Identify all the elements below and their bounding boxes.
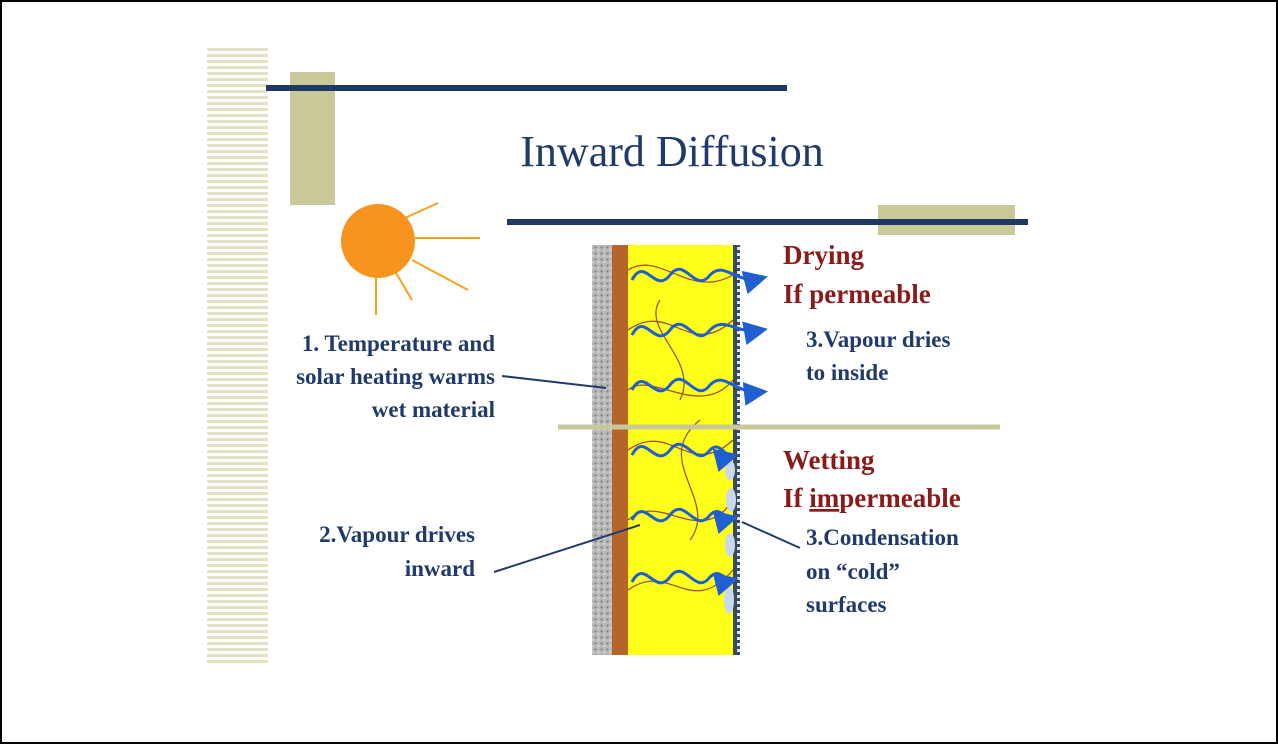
label-1: wet material [372,397,495,422]
drying-note: 3.Vapour dries [806,327,950,352]
rule [266,85,787,91]
sun-rays [375,202,480,315]
wetting-heading: Wetting [783,445,875,475]
drying-condition: If permeable [783,279,931,309]
stripe-bar [207,45,268,665]
vapour-barrier [733,245,740,655]
text-part: If [783,483,809,513]
stucco-layer [592,245,612,655]
wetting-note: 3.Condensation [806,525,959,550]
insulation-layer [628,245,733,655]
sun [341,204,415,278]
drying-heading: Drying [783,240,865,270]
wetting-note: on “cold” [806,559,900,584]
text-part: permeable [839,483,960,513]
label-2: inward [405,556,476,581]
text-part: im [809,483,840,513]
leader-lines [493,375,801,573]
vapour-arrows [630,267,768,596]
sheathing-layer [612,245,628,655]
label-2: 2.Vapour drives [319,522,475,547]
label-1: 1. Temperature and [302,331,495,356]
title: Inward Diffusion [520,127,823,176]
label-1: solar heating warms [296,364,495,389]
wetting-condition: If impermeable [783,483,961,513]
accent-block [290,72,335,205]
drying-note: to inside [806,360,888,385]
rule [507,219,1028,225]
wetting-note: surfaces [806,592,887,617]
